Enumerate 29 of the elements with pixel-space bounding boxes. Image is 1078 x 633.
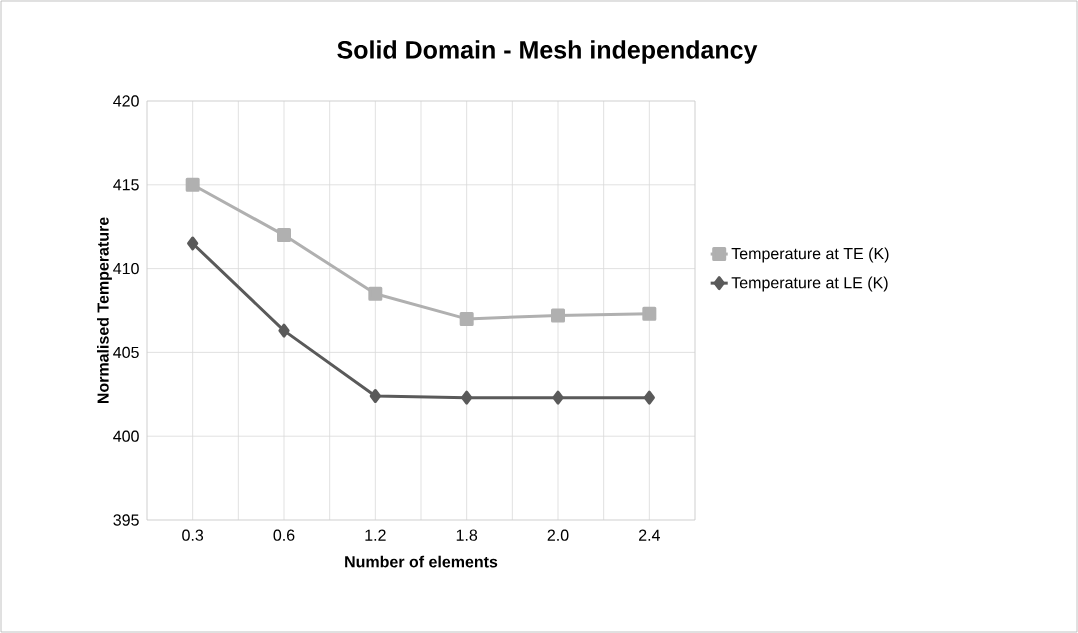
point (277, 228, 291, 243)
point (643, 390, 655, 405)
chart-title: Solid Domain - Mesh independancy (337, 40, 758, 64)
point (369, 388, 381, 403)
y-tick-label: 405 (113, 346, 139, 359)
point (642, 306, 657, 321)
y-tick-label: 415 (113, 179, 139, 191)
point (459, 311, 474, 326)
point (187, 236, 199, 251)
x-tick-label: 2.4 (639, 529, 660, 541)
x-tick-label: 2.0 (547, 529, 569, 541)
point (278, 323, 290, 338)
point (551, 308, 565, 323)
y-tick-label: 395 (113, 514, 139, 526)
point (461, 390, 473, 405)
y-tick-label: 400 (113, 430, 139, 442)
point (552, 390, 564, 405)
x-tick-label: 1.8 (456, 529, 478, 541)
y-tick-label: 410 (113, 262, 139, 275)
y-axis-title: Normalised Temperature (97, 217, 112, 404)
legend-label: Temperature at LE (K) (731, 276, 888, 292)
y-tick-label: 420 (113, 95, 139, 107)
point (185, 177, 200, 192)
legend-label: Temperature at TE (K) (731, 247, 889, 263)
x-tick-label: 0.3 (182, 529, 204, 541)
point (368, 286, 383, 301)
x-axis-title: Number of elements (345, 555, 498, 568)
x-tick-label: 0.6 (273, 529, 295, 541)
x-tick-label: 1.2 (365, 529, 386, 541)
